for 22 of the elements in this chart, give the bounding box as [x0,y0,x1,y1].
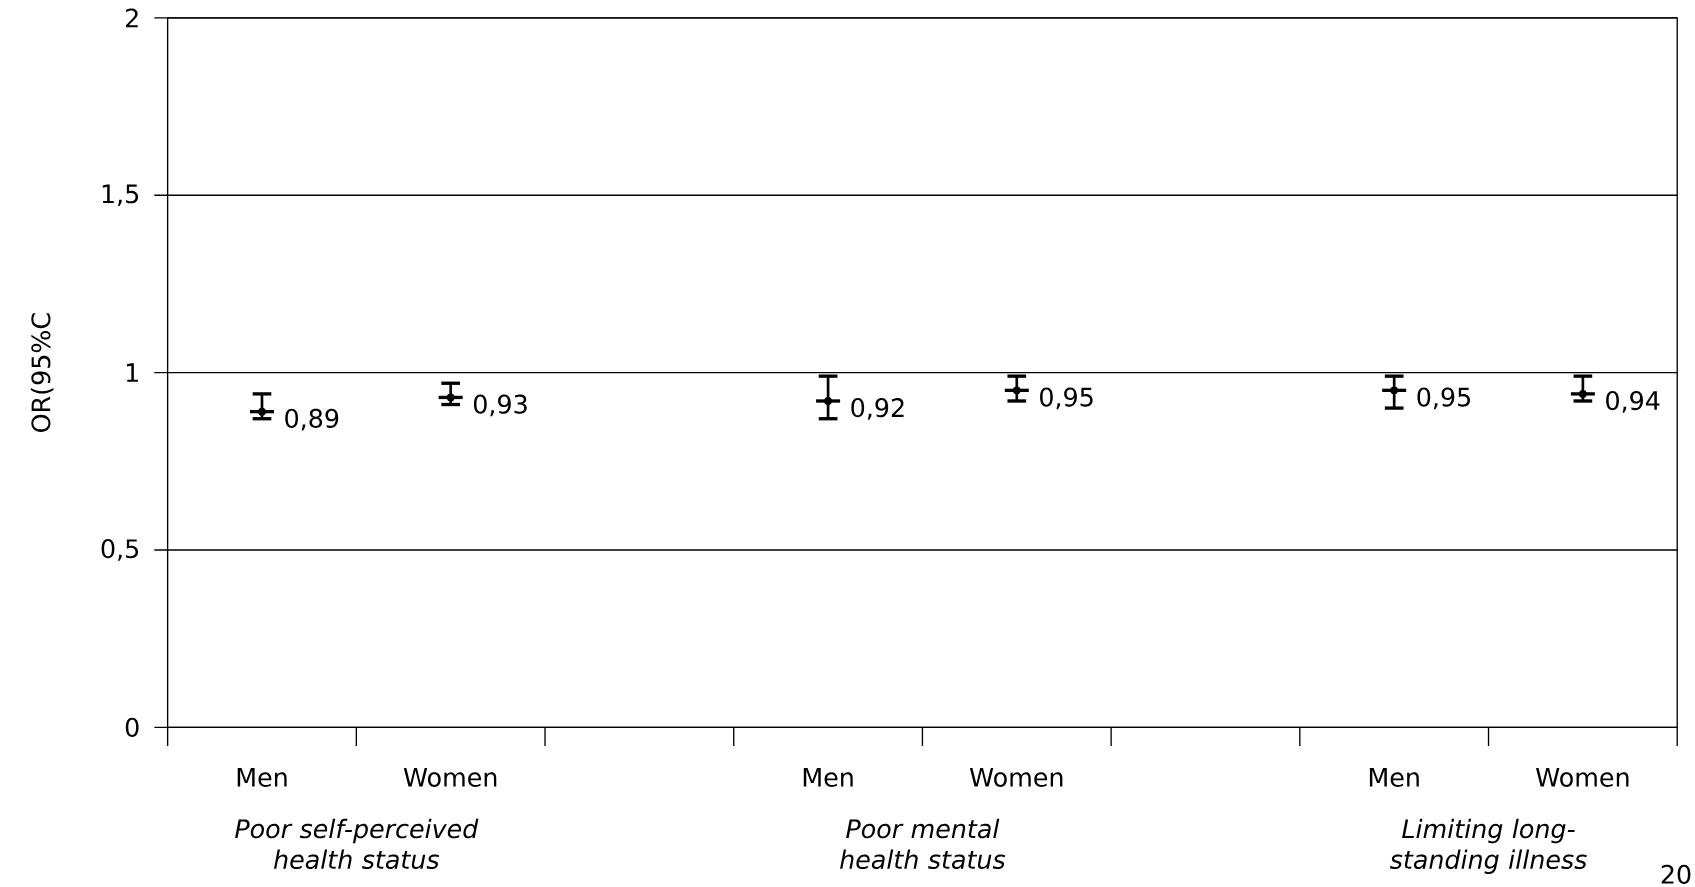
text: Limiting long-standing illness [1390,818,1587,875]
data-label: 0,95 [1417,387,1470,410]
text: 20 [1661,864,1691,884]
x-tick-label: Men [1369,768,1419,787]
x-tick-label: Women [403,768,497,787]
y-tick-label: 2 [126,8,138,28]
x-tick-label: Women [1536,768,1629,787]
y-axis-title: OR(95%C [30,313,54,432]
data-label: 0,89 [285,408,339,431]
y-tick-label: 1,5 [102,184,139,207]
data-label: 0,92 [851,398,904,420]
x-tick-label: Men [237,768,287,787]
y-tick-label: 1 [126,363,138,382]
data-label: 0,93 [473,394,527,417]
text: Poor self-perceived health status [235,818,479,870]
x-tick-label: Men [803,768,853,787]
y-tick-label: 0 [125,717,139,737]
y-tick-label: 0,5 [101,539,139,561]
text: Poor mental health status [840,818,1006,870]
data-label: 0,95 [1040,387,1093,410]
data-label: 0,94 [1606,391,1660,413]
x-tick-label: Women [969,768,1063,787]
